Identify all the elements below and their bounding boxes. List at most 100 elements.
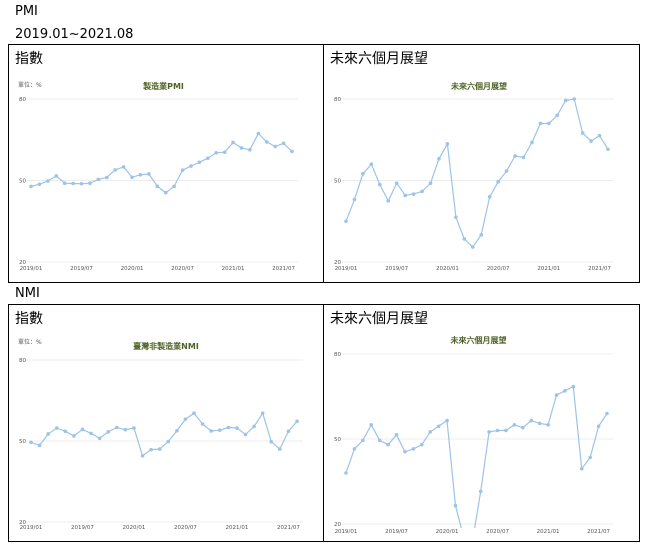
chart-title: 未來六個月展望: [450, 81, 507, 91]
data-point: [547, 121, 551, 126]
data-point: [344, 471, 348, 475]
data-point: [243, 432, 248, 437]
data-point: [361, 438, 365, 443]
y-tick-label: 50: [19, 179, 26, 185]
nmi-index-panel: 指數 20 50 80 單位：% 臺灣非製造業NMI 2019/01 2019/07 2020…: [8, 304, 324, 542]
y-tick-label: 80: [19, 358, 26, 364]
data-point: [46, 432, 50, 436]
data-point: [89, 431, 93, 436]
data-point: [79, 181, 84, 186]
data-point: [462, 237, 467, 241]
data-point: [437, 156, 441, 161]
data-point: [121, 165, 126, 169]
data-point: [157, 447, 162, 451]
data-point: [588, 455, 592, 460]
y-tick-label: 80: [334, 97, 341, 103]
y-tick-label: 50: [334, 179, 341, 185]
data-point: [106, 430, 111, 434]
series-group: [29, 131, 294, 195]
data-point: [192, 411, 196, 415]
data-point: [386, 199, 391, 203]
series-group: [29, 411, 299, 458]
data-point: [295, 419, 299, 424]
y-tick-label: 20: [19, 260, 26, 266]
nmi-index-panel-title: 指數: [15, 311, 43, 327]
data-point: [281, 141, 286, 146]
x-tick-label: 2019/01: [20, 525, 43, 531]
data-point: [166, 439, 171, 444]
nmi-heading: NMI: [15, 286, 40, 301]
data-point: [420, 189, 424, 194]
data-point: [269, 440, 274, 444]
data-point: [606, 147, 610, 152]
data-point: [286, 429, 291, 434]
data-point: [394, 181, 399, 186]
data-point: [479, 233, 484, 237]
nmi-outlook-chart: 20 50 80 未來六個月展望 2019/01 2019/07 2020/01 2020/0…: [334, 335, 613, 540]
data-point: [563, 389, 567, 393]
data-point: [521, 425, 525, 430]
data-point: [453, 503, 458, 508]
x-tick-label: 2019/01: [335, 529, 358, 535]
data-point: [454, 215, 458, 219]
data-point: [530, 140, 534, 145]
data-point: [445, 418, 449, 423]
x-tick-label: 2020/01: [121, 266, 144, 272]
data-point: [138, 172, 143, 177]
data-point: [495, 428, 500, 433]
data-point: [419, 442, 424, 447]
unit-label: 單位：%: [18, 338, 42, 346]
data-point: [394, 432, 399, 437]
data-point: [513, 154, 517, 158]
data-point: [248, 148, 252, 152]
data-point: [369, 423, 374, 427]
data-point: [411, 447, 416, 451]
data-point: [200, 422, 205, 426]
pmi-outlook-panel: 未來六個月展望 20 50 80 未來六個月展望 2019/01 2019/07 2020/…: [323, 44, 640, 283]
x-tick-label: 2020/07: [171, 266, 194, 272]
data-point: [113, 168, 117, 172]
data-point: [478, 489, 483, 494]
data-point: [209, 429, 213, 433]
x-tick-label: 2020/07: [487, 266, 510, 272]
data-point: [29, 184, 33, 189]
data-point: [217, 428, 222, 432]
data-point: [512, 423, 517, 427]
data-point: [104, 175, 109, 180]
data-point: [132, 426, 136, 430]
pmi-heading: PMI: [15, 4, 38, 19]
unit-label: 單位：%: [18, 81, 42, 89]
data-point: [54, 174, 59, 178]
data-point: [377, 438, 382, 443]
data-point: [226, 425, 231, 430]
data-point: [344, 219, 348, 224]
data-point: [462, 536, 466, 540]
data-point: [63, 429, 68, 434]
data-point: [155, 184, 160, 189]
data-point: [504, 428, 508, 433]
data-point: [386, 442, 390, 447]
chart-title: 未來六個月展望: [450, 335, 507, 345]
data-point: [123, 427, 128, 432]
data-point: [231, 140, 235, 145]
data-point: [149, 447, 153, 452]
data-point: [206, 156, 210, 161]
data-point: [352, 197, 357, 202]
data-point: [147, 172, 151, 176]
x-tick-label: 2019/07: [70, 266, 93, 272]
y-tick-label: 20: [19, 520, 26, 526]
data-point: [197, 160, 202, 165]
series-line: [30, 132, 293, 194]
x-tick-label: 2021/07: [272, 266, 295, 272]
data-point: [180, 168, 185, 172]
data-point: [555, 113, 560, 118]
data-point: [260, 411, 265, 415]
pmi-index-panel-title: 指數: [15, 51, 43, 67]
pmi-outlook-chart: 20 50 80 未來六個月展望 2019/01 2019/07 2020/01 2020/0…: [334, 81, 614, 272]
data-point: [352, 447, 357, 451]
data-point: [183, 417, 188, 421]
data-point: [428, 181, 433, 186]
x-tick-label: 2021/01: [226, 525, 249, 531]
y-tick-label: 20: [334, 260, 341, 266]
x-tick-label: 2021/07: [587, 529, 610, 535]
